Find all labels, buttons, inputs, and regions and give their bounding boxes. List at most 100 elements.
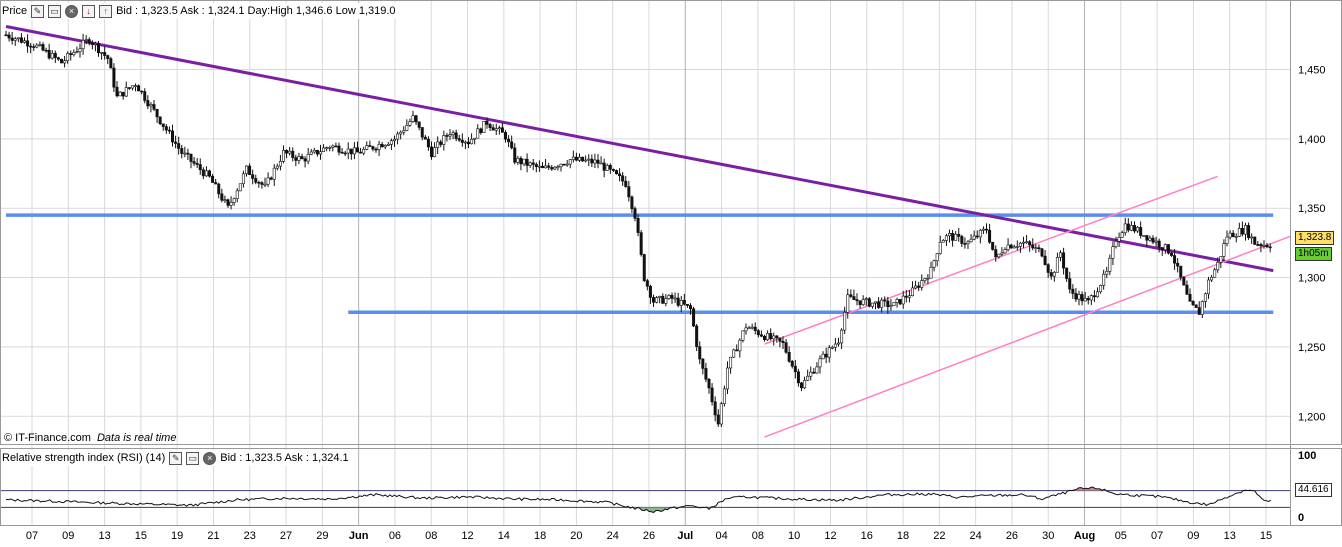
- candle-body: [698, 346, 702, 360]
- candle-body: [214, 182, 218, 185]
- candle-body: [349, 148, 353, 155]
- candle-body: [19, 37, 23, 43]
- candle-body: [954, 233, 958, 241]
- candle-body: [729, 356, 733, 369]
- candle-body: [433, 147, 437, 158]
- candle-body: [460, 139, 464, 143]
- candle-body: [63, 60, 67, 64]
- candle-body: [544, 165, 548, 169]
- candle-body: [519, 157, 523, 165]
- candle-body: [1145, 235, 1149, 241]
- candle-body: [685, 303, 689, 306]
- candle-body: [1222, 243, 1226, 257]
- window-icon[interactable]: ▭: [186, 451, 200, 465]
- candle-body: [1018, 242, 1022, 247]
- candle-body: [877, 301, 881, 308]
- candle-body: [186, 152, 190, 155]
- candle-body: [590, 158, 594, 164]
- candle-body: [889, 305, 893, 308]
- candle-body: [1240, 228, 1244, 235]
- candle-body: [352, 147, 356, 155]
- candle-body: [621, 175, 625, 182]
- candle-body: [898, 299, 902, 305]
- candle-body: [1117, 237, 1121, 242]
- candle-body: [291, 150, 295, 158]
- candle-body: [1142, 235, 1146, 237]
- candle-body: [818, 358, 822, 368]
- candle-body: [318, 151, 322, 155]
- candle-body: [1077, 294, 1081, 300]
- y-tick-label: 1,250: [1298, 342, 1326, 354]
- wrench-icon[interactable]: ✎: [169, 451, 183, 465]
- candle-body: [775, 335, 779, 339]
- grid-lines: [0, 0, 1290, 526]
- candle-body: [815, 366, 819, 374]
- x-tick-label: 21: [207, 530, 219, 542]
- candle-body: [1259, 244, 1263, 247]
- candle-body: [732, 349, 736, 358]
- candle-body: [1231, 232, 1235, 238]
- y-tick-label: 1,450: [1298, 64, 1326, 76]
- x-tick-label: 15: [135, 530, 147, 542]
- candle-body: [130, 85, 134, 89]
- x-tick-label: 07: [26, 530, 38, 542]
- rsi-line: [5, 486, 1272, 514]
- candle-body: [1092, 295, 1096, 298]
- candle-body: [972, 235, 976, 240]
- candle-body: [722, 388, 726, 404]
- candle-body: [525, 158, 529, 166]
- candle-body: [719, 403, 723, 425]
- candle-body: [322, 147, 326, 152]
- candle-body: [211, 175, 215, 183]
- candle-body: [901, 295, 905, 305]
- candle-body: [910, 287, 914, 297]
- candle-body: [796, 371, 800, 384]
- candle-body: [124, 87, 128, 97]
- candle-body: [550, 167, 554, 170]
- candle-body: [479, 128, 483, 133]
- candle-body: [935, 253, 939, 262]
- channel-line: [764, 175, 1219, 345]
- candle-body: [396, 133, 400, 140]
- move-down-icon[interactable]: ↓: [82, 4, 96, 18]
- candle-body: [1207, 279, 1211, 295]
- close-icon[interactable]: ×: [65, 4, 79, 18]
- candle-body: [778, 337, 782, 342]
- candle-body: [1099, 285, 1103, 293]
- rsi-value-tag: 44.616: [1295, 483, 1332, 497]
- candle-body: [174, 141, 178, 144]
- candle-body: [960, 236, 964, 244]
- candle-body: [232, 198, 236, 203]
- candle-body: [226, 199, 230, 206]
- candle-body: [1170, 252, 1174, 256]
- candle-body: [608, 165, 612, 170]
- candle-body: [614, 170, 618, 175]
- candle-body: [1216, 261, 1220, 271]
- candle-body: [155, 108, 159, 118]
- window-icon[interactable]: ▭: [48, 4, 62, 18]
- candle-body: [1166, 244, 1170, 254]
- candle-body: [1237, 228, 1241, 237]
- x-tick-label: 24: [970, 530, 982, 542]
- candle-body: [22, 40, 26, 43]
- candle-body: [873, 301, 877, 304]
- move-up-icon[interactable]: ↑: [99, 4, 113, 18]
- candle-body: [1139, 227, 1143, 236]
- candle-body: [1129, 225, 1133, 231]
- candle-body: [904, 295, 908, 298]
- rsi-y-tick-label: 0: [1298, 512, 1304, 524]
- candle-body: [1268, 246, 1272, 249]
- candle-body: [328, 147, 332, 149]
- close-icon[interactable]: ×: [203, 451, 217, 465]
- wrench-icon[interactable]: ✎: [31, 4, 45, 18]
- x-tick-label: 15: [1260, 530, 1272, 542]
- candle-body: [380, 144, 384, 148]
- candle-body: [1049, 272, 1053, 277]
- candle-body: [883, 299, 887, 302]
- y-tick-label: 1,400: [1298, 134, 1326, 146]
- candle-body: [343, 152, 347, 155]
- candle-body: [109, 58, 113, 69]
- candle-body: [503, 132, 507, 140]
- candle-body: [1157, 240, 1161, 248]
- candle-body: [658, 295, 662, 298]
